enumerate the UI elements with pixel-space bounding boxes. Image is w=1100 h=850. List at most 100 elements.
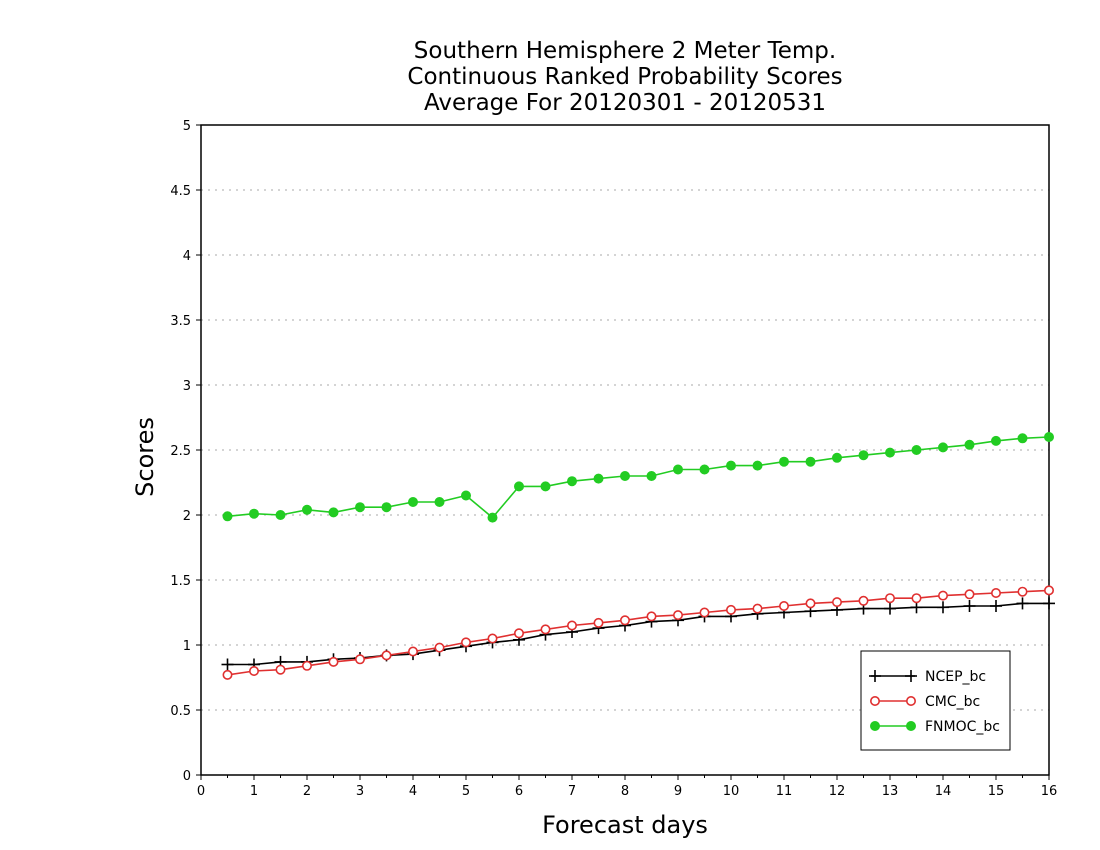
data-point (355, 502, 365, 513)
data-point (275, 510, 286, 520)
legend-label: NCEP_bc (925, 669, 986, 685)
x-tick-label: 6 (515, 784, 523, 799)
data-point (778, 600, 789, 611)
chart-title-line-2: Continuous Ranked Probability Scores (407, 64, 842, 90)
x-tick-label: 13 (882, 784, 899, 799)
data-point (354, 654, 365, 665)
x-tick-label: 5 (462, 784, 470, 799)
data-point (1044, 585, 1055, 596)
data-point (302, 504, 312, 515)
y-tick-label: 4.5 (170, 184, 191, 199)
data-point (725, 604, 736, 615)
data-point (937, 590, 948, 601)
x-tick-label: 2 (303, 784, 311, 799)
data-point (593, 617, 604, 628)
data-point (964, 439, 975, 450)
data-point (434, 642, 445, 653)
data-point (408, 497, 418, 507)
data-point (461, 490, 471, 501)
data-point (249, 508, 259, 519)
data-point (911, 593, 922, 604)
data-point (222, 669, 233, 680)
legend-item-NCEP_bc: NCEP_bc (869, 669, 986, 685)
y-tick-label: 5 (183, 119, 191, 134)
data-point (963, 600, 976, 612)
x-tick-label: 14 (935, 784, 952, 799)
data-point (1016, 597, 1029, 610)
legend-swatch-marker (869, 670, 881, 682)
data-point (566, 620, 577, 631)
data-point (699, 607, 710, 618)
data-point (884, 593, 895, 604)
data-point (487, 633, 498, 644)
data-point (910, 601, 923, 614)
chart-title: Southern Hemisphere 2 Meter Temp. Contin… (407, 38, 842, 116)
chart-title-line-1: Southern Hemisphere 2 Meter Temp. (414, 38, 836, 64)
data-point (831, 597, 842, 608)
data-point (513, 628, 524, 639)
data-point (885, 447, 895, 458)
data-point (937, 601, 949, 614)
data-point (487, 512, 498, 523)
data-point (1044, 432, 1054, 442)
y-tick-label: 3.5 (170, 314, 191, 329)
data-point (381, 502, 392, 513)
data-point (1017, 586, 1028, 597)
y-tick-label: 2 (183, 509, 191, 524)
legend: NCEP_bc CMC_bc FNMOC_bc (860, 650, 1011, 751)
data-point (221, 658, 234, 671)
data-point (726, 460, 736, 471)
legend-label: FNMOC_bc (925, 719, 1000, 735)
data-point (964, 589, 975, 600)
data-point (938, 442, 948, 453)
data-point (672, 610, 683, 621)
legend-swatch-marker (905, 695, 916, 706)
data-point (884, 602, 896, 615)
data-point (673, 464, 683, 475)
data-point (514, 481, 524, 492)
data-point (328, 656, 339, 667)
data-point (1017, 433, 1028, 444)
y-axis-label: Scores (131, 417, 159, 497)
data-point (434, 497, 445, 507)
y-tick-label: 0 (183, 769, 191, 784)
y-tick-label: 2.5 (170, 444, 191, 459)
data-point (805, 456, 816, 467)
data-point (991, 435, 1001, 446)
data-series (221, 432, 1055, 680)
data-point (911, 445, 922, 455)
data-point (301, 660, 312, 671)
y-tick-label: 1.5 (170, 574, 191, 589)
x-tick-label: 7 (568, 784, 576, 799)
data-point (1043, 597, 1055, 610)
data-point (381, 650, 392, 661)
legend-swatch-marker (905, 670, 917, 682)
y-axis-ticks: 0 0.5 1 1.5 2 2.5 3 3.5 4 4.5 5 (170, 119, 201, 784)
x-tick-label: 10 (723, 784, 740, 799)
legend-swatch-marker (906, 721, 916, 731)
x-axis-ticks: 0 1 2 3 4 5 6 7 8 9 10 11 12 13 14 15 16 (197, 775, 1057, 799)
legend-item-CMC_bc: CMC_bc (869, 694, 980, 710)
gridlines (201, 189, 1049, 711)
x-tick-label: 15 (988, 784, 1005, 799)
legend-swatch-marker (869, 695, 880, 706)
x-tick-label: 9 (674, 784, 682, 799)
data-point (752, 460, 763, 471)
data-point (620, 471, 630, 481)
data-point (858, 450, 869, 461)
series-line (227, 436, 1050, 519)
data-point (222, 511, 233, 522)
x-tick-label: 1 (250, 784, 258, 799)
x-tick-label: 4 (409, 784, 417, 799)
data-point (646, 471, 657, 481)
data-point (275, 664, 286, 675)
x-tick-label: 16 (1041, 784, 1058, 799)
data-point (858, 595, 869, 606)
x-tick-label: 12 (829, 784, 846, 799)
x-tick-label: 0 (197, 784, 205, 799)
data-point (805, 598, 816, 609)
data-point (567, 476, 577, 487)
data-point (407, 646, 418, 657)
data-point (460, 637, 471, 648)
